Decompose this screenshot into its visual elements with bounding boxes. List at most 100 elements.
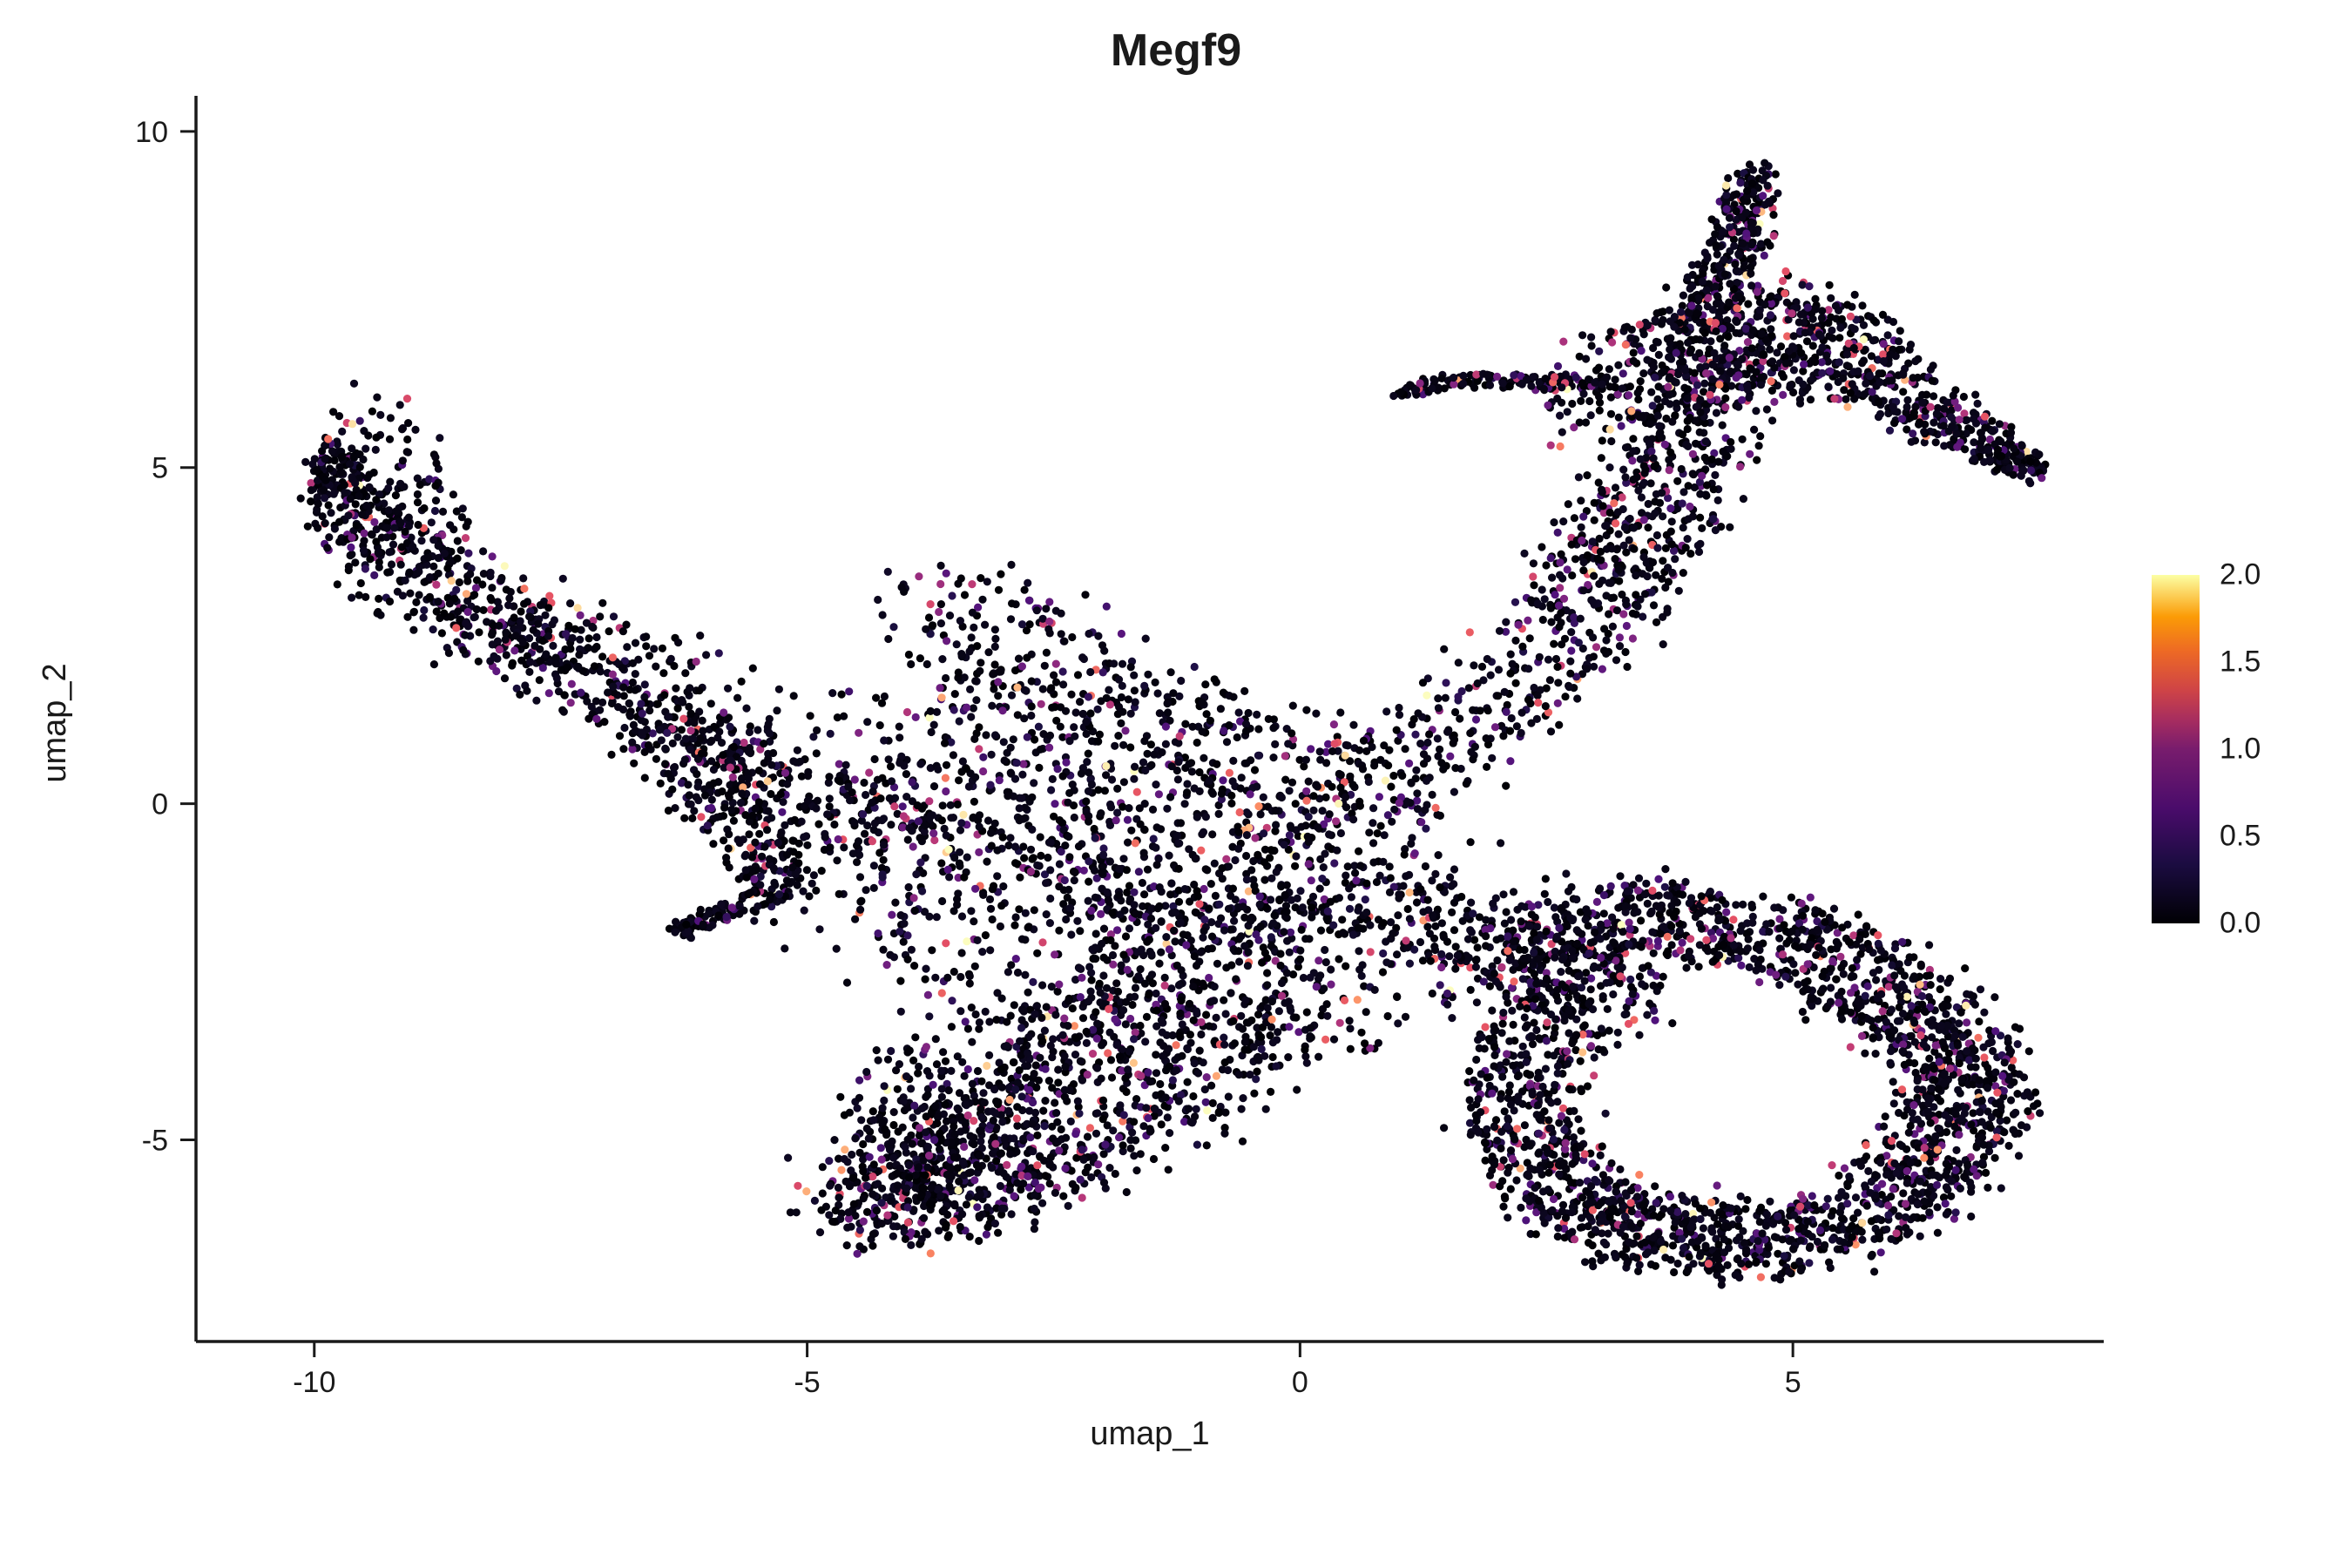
cell-point xyxy=(1473,998,1481,1006)
cell-point xyxy=(1623,663,1631,671)
cell-point xyxy=(1278,979,1286,987)
cell-point xyxy=(1637,456,1645,463)
cell-point xyxy=(1781,289,1788,297)
cell-point xyxy=(833,945,841,953)
cell-point xyxy=(1296,887,1304,895)
cell-point xyxy=(1750,426,1758,434)
cell-point xyxy=(1712,526,1720,534)
cell-point xyxy=(990,882,997,890)
cell-point xyxy=(1015,905,1023,913)
cell-point xyxy=(1898,415,1906,422)
cell-point xyxy=(770,918,778,926)
cell-point xyxy=(1240,687,1248,695)
cell-point xyxy=(1114,732,1122,740)
cell-point xyxy=(1316,747,1324,755)
cell-point xyxy=(1799,381,1807,389)
cell-point xyxy=(876,721,884,729)
cell-point xyxy=(963,937,970,945)
cell-point xyxy=(821,834,829,841)
cell-point xyxy=(1670,912,1678,920)
cell-point xyxy=(1451,708,1459,716)
cell-point xyxy=(1571,555,1579,563)
cell-point xyxy=(1338,916,1346,923)
cell-point xyxy=(1021,686,1029,694)
cell-point xyxy=(1406,960,1414,968)
cell-point xyxy=(1658,434,1666,442)
cell-point xyxy=(942,674,950,682)
cell-point xyxy=(1251,834,1259,841)
cell-point xyxy=(915,572,923,580)
cell-point xyxy=(1123,866,1131,874)
cell-point xyxy=(1633,603,1641,611)
cell-point xyxy=(1721,270,1729,278)
cell-point xyxy=(1107,803,1115,811)
cell-point xyxy=(1152,679,1159,686)
cell-point xyxy=(1092,835,1099,842)
cell-point xyxy=(1052,660,1060,668)
cell-point xyxy=(1947,413,1955,421)
cell-point xyxy=(1342,963,1349,970)
cell-point xyxy=(1758,330,1766,338)
cell-point xyxy=(965,782,973,790)
cell-point xyxy=(1450,374,1457,382)
cell-point xyxy=(432,581,440,589)
cell-point xyxy=(1076,927,1084,935)
cell-point xyxy=(414,475,422,483)
cell-point xyxy=(1104,1049,1112,1057)
cell-point xyxy=(1076,964,1084,972)
cell-point xyxy=(1733,304,1740,312)
cell-point xyxy=(1267,933,1275,941)
cell-point xyxy=(1635,875,1643,882)
cell-point xyxy=(1571,514,1578,522)
cell-point xyxy=(1557,443,1565,450)
cell-point xyxy=(1443,990,1451,997)
cell-point xyxy=(1747,281,1755,289)
cell-point xyxy=(1416,885,1424,893)
cell-point xyxy=(1450,880,1457,888)
cell-point xyxy=(1554,362,1562,370)
cell-point xyxy=(1773,348,1781,356)
cell-point xyxy=(813,749,821,757)
cell-point xyxy=(1149,806,1157,814)
cell-point xyxy=(1719,448,1727,456)
cell-point xyxy=(1524,665,1532,672)
cell-point xyxy=(1008,599,1016,607)
cell-point xyxy=(905,883,913,891)
cell-point xyxy=(1655,422,1663,429)
cell-point xyxy=(887,762,895,770)
cell-point xyxy=(1027,846,1035,854)
cell-point xyxy=(1686,285,1694,293)
cell-point xyxy=(1412,767,1420,774)
cell-point xyxy=(916,859,924,867)
cell-point xyxy=(1621,1010,1629,1018)
cell-point xyxy=(1747,901,1755,909)
cell-point xyxy=(1682,544,1690,551)
cell-point xyxy=(1511,598,1519,606)
cell-point xyxy=(1257,923,1265,930)
cell-point xyxy=(1348,781,1356,788)
cell-point xyxy=(1493,373,1501,381)
cell-point xyxy=(1037,700,1045,708)
cell-point xyxy=(1736,179,1744,186)
cell-point xyxy=(1071,868,1078,876)
cell-point xyxy=(1709,935,1717,943)
cell-point xyxy=(1862,380,1869,388)
cell-point xyxy=(1167,879,1175,887)
cell-point xyxy=(1085,693,1092,700)
cell-point xyxy=(958,912,966,920)
cell-point xyxy=(1288,779,1296,787)
cell-point xyxy=(1805,282,1813,290)
cell-point xyxy=(1064,894,1071,902)
cell-point xyxy=(868,799,875,807)
cell-point xyxy=(1544,402,1551,409)
cell-point xyxy=(971,963,979,970)
cell-point xyxy=(1650,1007,1658,1015)
cell-point xyxy=(1752,407,1760,415)
cell-point xyxy=(1140,737,1148,745)
cell-point xyxy=(1082,797,1090,805)
cell-point xyxy=(1649,402,1657,409)
cell-point xyxy=(1590,572,1598,580)
cell-point xyxy=(1507,651,1515,659)
cell-point xyxy=(1028,855,1036,863)
cell-point xyxy=(818,867,826,875)
